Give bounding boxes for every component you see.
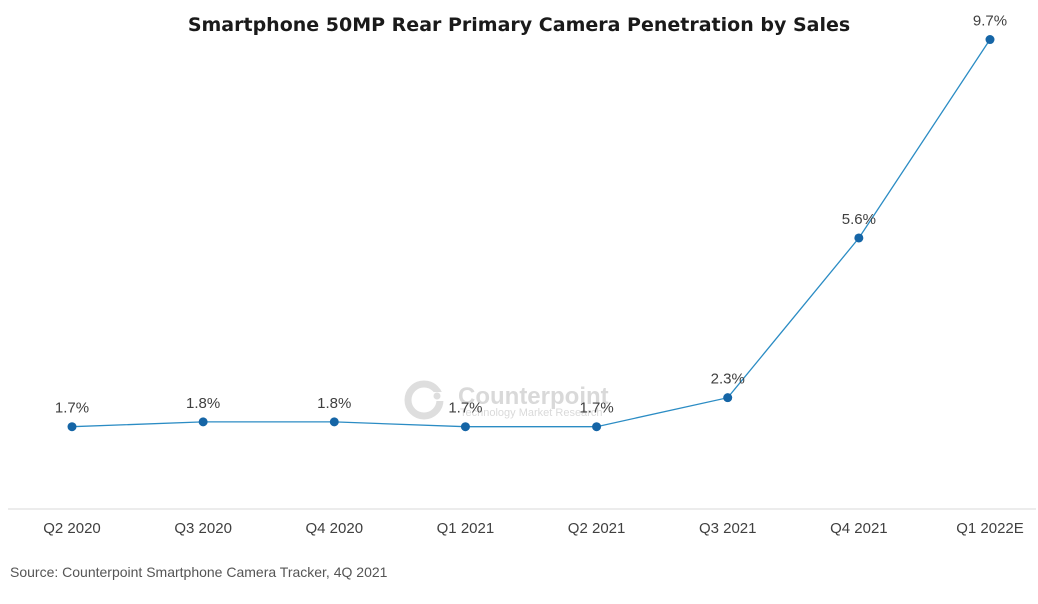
series-line <box>71 39 991 428</box>
data-label-5: 1.7% <box>579 400 613 417</box>
data-point-7 <box>854 233 864 243</box>
data-label-6: 2.3% <box>711 371 745 388</box>
chart-title: Smartphone 50MP Rear Primary Camera Pene… <box>187 14 851 36</box>
data-point-3 <box>329 417 339 427</box>
data-label-3: 1.8% <box>317 395 351 412</box>
data-label-8: 9.7% <box>973 13 1007 30</box>
x-tick-labels: Q2 2020 Q3 2020 Q4 2020 Q1 2021 Q2 2021 Q3 20… <box>43 520 1024 537</box>
x-tick-label-8: Q1 2022E <box>956 520 1024 537</box>
x-tick-label-1: Q2 2020 <box>43 520 101 537</box>
data-label-4: 1.7% <box>448 400 482 417</box>
series-layer: 1.7% 1.8% 1.8% 1.7% 1.7% 2.3% 5.6% 9.7% <box>55 13 1007 432</box>
x-tick-label-6: Q3 2021 <box>699 520 757 537</box>
counterpoint-watermark: Counterpoint Technology Market Research <box>404 380 609 420</box>
data-label-7: 5.6% <box>842 211 876 228</box>
watermark-tagline: Technology Market Research <box>460 407 602 419</box>
x-tick-label-2: Q3 2020 <box>174 520 232 537</box>
watermark-logo-gap <box>430 392 444 401</box>
data-point-2 <box>198 417 208 427</box>
data-point-5 <box>592 422 602 432</box>
source-note: Source: Counterpoint Smartphone Camera T… <box>10 564 388 580</box>
x-tick-label-4: Q1 2021 <box>437 520 495 537</box>
watermark-logo-icon <box>404 380 444 420</box>
data-label-1: 1.7% <box>55 400 89 417</box>
data-point-6 <box>723 393 733 403</box>
x-tick-label-5: Q2 2021 <box>568 520 626 537</box>
watermark-logo-dot <box>433 392 441 400</box>
x-tick-label-7: Q4 2021 <box>830 520 888 537</box>
data-point-8 <box>985 35 995 45</box>
x-tick-label-3: Q4 2020 <box>306 520 364 537</box>
data-label-2: 1.8% <box>186 395 220 412</box>
data-point-4 <box>460 422 470 432</box>
watermark-brand: Counterpoint <box>458 383 609 410</box>
data-point-1 <box>67 422 77 432</box>
